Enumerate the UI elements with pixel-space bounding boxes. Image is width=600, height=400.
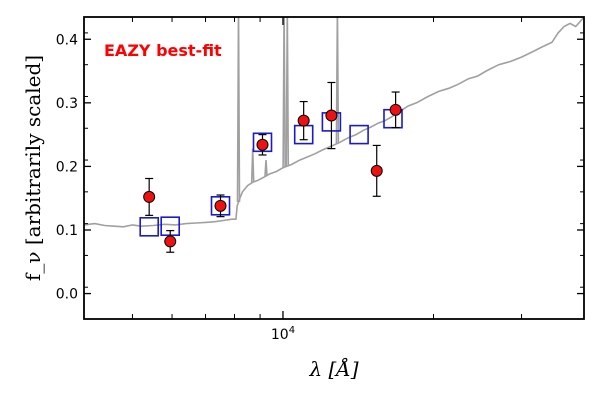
observed-point [370,164,383,177]
observed-point [164,235,177,248]
model-sed-layer [84,17,584,228]
observed-point [325,109,338,122]
model-emission-line [335,17,340,144]
x-tick-label: 104 [271,325,295,343]
observed-point [214,199,227,212]
observed-point [389,103,402,116]
observed-point [143,190,156,203]
model-emission-line [250,148,255,183]
annotation-label: EAZY best-fit [104,41,222,60]
y-axis-label: f_ν [arbitrarily scaled] [21,55,45,281]
y-tick-label: 0.1 [56,223,78,239]
x-axis-label: λ [Å] [308,356,358,381]
model-emission-line [236,17,241,203]
axes: 0.0 0.1 0.2 0.3 0.4 104 [56,17,585,343]
model-emission-line [264,160,268,176]
observed-point [297,114,310,127]
y-tick-label: 0.3 [56,96,78,112]
model-flux-box [139,217,159,237]
model-flux-box [349,124,369,145]
plot-frame [83,16,585,320]
y-tick-label: 0.0 [56,287,78,303]
observed-flux-layer [143,81,402,253]
model-emission-line [285,17,290,167]
y-tick-label: 0.4 [56,32,78,48]
observed-point [256,138,269,151]
model-emission-line [282,17,286,168]
y-tick-label: 0.2 [56,159,78,175]
model-sed-continuum [84,17,584,228]
